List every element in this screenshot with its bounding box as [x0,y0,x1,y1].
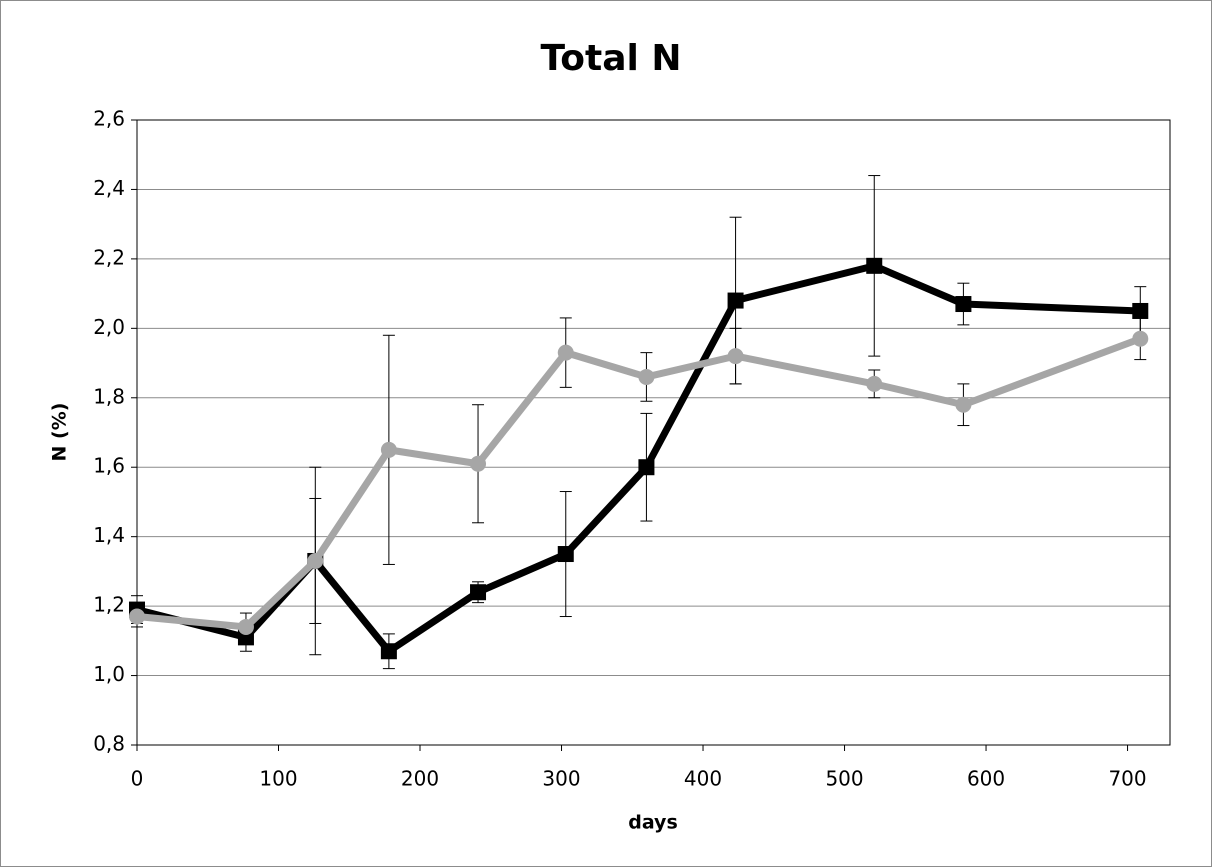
x-tick-label: 200 [401,767,439,791]
y-axis-label: N (%) [49,403,71,462]
marker [955,396,972,413]
y-tick-label: 1,6 [93,454,125,478]
y-tick-label: 2,6 [93,107,125,131]
y-tick-label: 2,0 [93,315,125,339]
marker [955,296,972,313]
y-tick-label: 0,8 [93,732,125,756]
marker [129,608,145,625]
y-tick-label: 1,2 [93,593,125,617]
marker [307,552,324,569]
chart-title: Total N [540,38,681,79]
x-tick-label: 400 [684,767,722,791]
x-tick-label: 100 [259,767,297,791]
marker [638,459,655,476]
x-tick-label: 700 [1108,767,1146,791]
x-axis-label: days [628,812,678,834]
marker [380,643,397,660]
marker [557,344,574,361]
marker [866,257,883,274]
plot-frame [136,119,1171,746]
marker [557,546,574,563]
x-tick-label: 0 [131,767,144,791]
marker [727,348,744,365]
marker [470,584,487,601]
y-tick-label: 1,0 [93,662,125,686]
y-tick-label: 2,4 [93,176,125,200]
marker [727,292,744,309]
marker [380,441,397,458]
marker [866,375,883,392]
x-tick-label: 500 [825,767,863,791]
x-tick-label: 600 [967,767,1005,791]
marker [1132,330,1149,347]
y-tick-label: 1,4 [93,523,125,547]
y-tick-label: 2,2 [93,245,125,269]
marker [638,368,655,385]
marker [470,455,487,472]
marker [237,618,254,635]
x-tick-label: 300 [542,767,580,791]
y-tick-label: 1,8 [93,384,125,408]
marker [1132,302,1149,319]
